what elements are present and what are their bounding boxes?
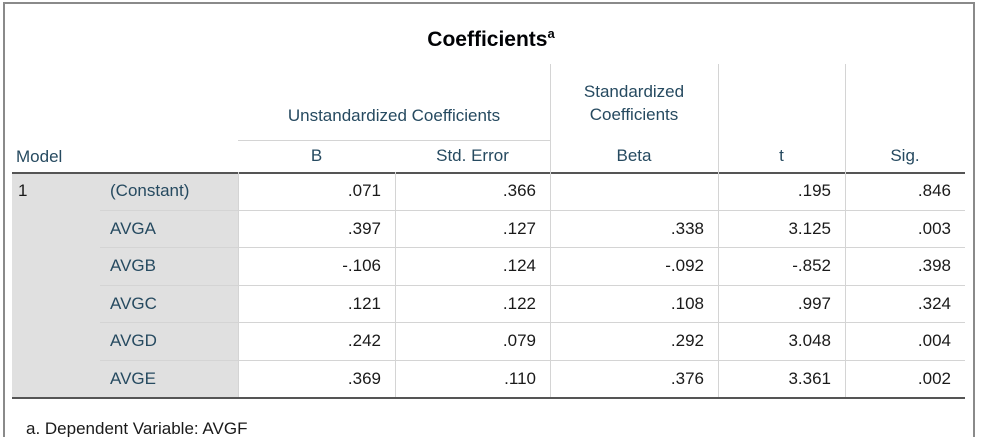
cell-value: .079 [502, 331, 536, 350]
title-note: a [547, 26, 555, 41]
column-divider [238, 172, 239, 397]
row-divider [100, 359, 965, 361]
predictor: AVGC [110, 293, 157, 313]
predictor: AVGA [110, 218, 156, 238]
header-divider [718, 64, 719, 172]
cell-value: .002 [917, 368, 951, 388]
cell-value: .369 [347, 368, 381, 388]
cell-value: 3.361 [788, 368, 831, 388]
cell-value: .003 [917, 218, 951, 238]
cell-value: .242 [347, 331, 381, 350]
column-header: Beta [616, 146, 652, 165]
predictor: AVGB [110, 256, 156, 275]
cell-value: 3.048 [788, 331, 831, 350]
cell-value: .127 [502, 218, 536, 238]
row-divider [100, 247, 965, 248]
cell-value: .121 [347, 293, 381, 313]
cell-value: .071 [347, 181, 381, 200]
column-header: Sig. [890, 146, 920, 165]
cell-value: .004 [917, 331, 951, 350]
cell-value: .108 [670, 293, 704, 313]
cell-value: .376 [670, 368, 704, 388]
row-divider [100, 322, 965, 323]
table-title: Coefficientsa [0, 24, 982, 50]
cell-value: .292 [670, 331, 704, 350]
cell-value: .195 [797, 181, 831, 200]
column-divider [395, 172, 396, 397]
column-header: t [779, 146, 784, 165]
column-divider [550, 172, 551, 397]
cell-value: .997 [797, 293, 831, 313]
header-divider [550, 64, 551, 172]
column-divider [718, 172, 719, 397]
column-divider [845, 172, 846, 397]
cell-value: .366 [502, 181, 536, 200]
title-text: Coefficients [427, 28, 548, 51]
header-label: Standardized Coefficients [583, 82, 685, 124]
cell-value: -.852 [792, 256, 831, 275]
header-label: Model [16, 147, 63, 166]
cell-value: .124 [502, 256, 536, 275]
predictor: AVGE [110, 368, 156, 388]
column-header: Std. Error [436, 146, 509, 165]
cell-value: .324 [917, 293, 951, 313]
table-bottom [12, 397, 965, 399]
cell-value: .338 [670, 218, 704, 238]
header-divider [238, 140, 550, 141]
cell-value: .122 [502, 293, 536, 313]
cell-value: 3.125 [788, 218, 831, 238]
footnote: a. Dependent Variable: AVGF [26, 419, 248, 437]
row-divider [100, 209, 965, 211]
cell-value: .398 [917, 256, 951, 275]
cell-value: .110 [504, 368, 536, 388]
header-rule [12, 172, 965, 174]
model-number: 1 [18, 181, 28, 200]
header-divider [845, 64, 846, 172]
predictor: (Constant) [110, 181, 190, 200]
row-divider [100, 284, 965, 286]
table-frame [3, 2, 975, 437]
cell-value: .846 [917, 181, 951, 200]
header-label: Unstandardized Coefficients [287, 106, 501, 125]
predictor: AVGD [110, 331, 157, 350]
cell-value: .397 [347, 218, 381, 238]
cell-value: -.092 [665, 256, 704, 275]
column-header: B [310, 146, 323, 165]
cell-value: -.106 [342, 256, 381, 275]
